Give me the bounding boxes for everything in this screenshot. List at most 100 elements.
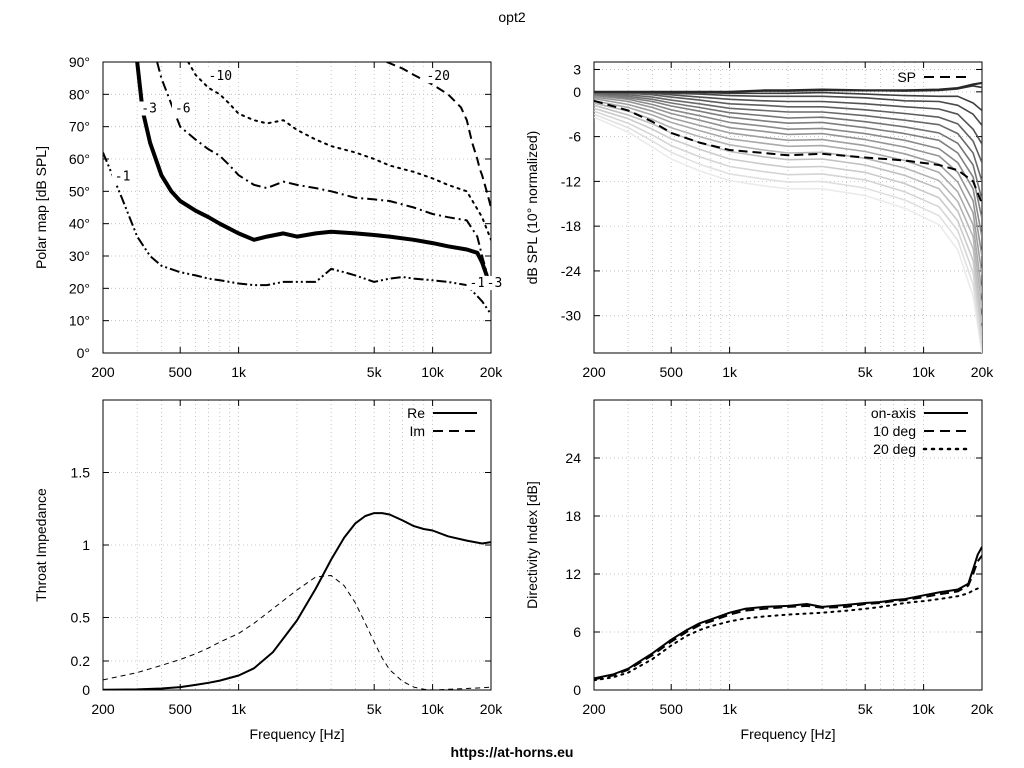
angle-curve-90deg (594, 116, 982, 353)
y-tick-label: 70° (69, 119, 90, 135)
directivity-index-panel: 200 500 1k 5k 10k 20k 0 6 12 18 24 Directivity Inde… (524, 399, 994, 742)
angle-curve-55deg (594, 97, 982, 275)
y-tick-label: 90° (69, 54, 90, 70)
x-tick-label: 200 (582, 701, 606, 717)
y-tick-label: 0° (77, 345, 90, 361)
x-tick-label: 1k (722, 364, 738, 380)
x-tick-label: 10k (421, 701, 445, 717)
y-tick-label: 0 (82, 682, 90, 698)
angle-curve-70deg (594, 104, 982, 324)
contour-label: -3 (487, 276, 503, 291)
grid-lines (103, 62, 491, 353)
angle-curve-45deg (594, 94, 982, 238)
x-tick-label: 1k (231, 701, 247, 717)
angle-curve-family (594, 81, 982, 353)
series-line--10 (187, 62, 491, 241)
y-axis-label: Polar map [dB SPL] (33, 146, 49, 269)
legend-label: SP (897, 69, 916, 85)
contour-label: -10 (209, 69, 232, 84)
contour-label-bg (483, 276, 506, 291)
series-line-10-deg (594, 555, 982, 681)
x-axis-label: Frequency [Hz] (741, 726, 836, 742)
angle-curve-30deg (594, 92, 982, 182)
legend-label: 10 deg (873, 423, 916, 439)
x-tick-label: 5k (858, 701, 874, 717)
tick-marks (102, 400, 492, 691)
contour-label: -1 (115, 169, 131, 184)
x-tick-label: 20k (480, 701, 504, 717)
contour-label-bg (171, 101, 194, 116)
y-tick-label: 40° (69, 216, 90, 232)
plot-frame (593, 399, 983, 691)
series-line-re (103, 512, 491, 690)
x-tick-label: 10k (421, 364, 445, 380)
angle-curve-65deg (594, 102, 982, 309)
series-line-sp (594, 99, 982, 205)
x-tick-label: 500 (169, 364, 193, 380)
y-tick-label: -24 (561, 263, 581, 279)
polar-map-panel: 200 500 1k 5k 10k 20k 0° 10° 20° 30° 40° 50° 60° 70° 8… (33, 54, 506, 380)
series-group (594, 546, 982, 682)
y-tick-label: 30° (69, 248, 90, 264)
y-tick-label: 10° (69, 313, 90, 329)
angle-curve-60deg (594, 100, 982, 294)
x-tick-label: 20k (971, 364, 995, 380)
contour-label-bg (466, 276, 489, 291)
angle-curve-0deg (594, 81, 982, 93)
angle-curve-85deg (594, 113, 982, 350)
x-tick-label: 1k (722, 701, 738, 717)
series-line--20 (386, 62, 491, 208)
contour-label: -1 (470, 276, 486, 291)
y-tick-label: 3 (573, 61, 581, 77)
y-tick-label: 24 (565, 450, 581, 466)
contour-label-bg (205, 69, 236, 84)
legend-label: 20 deg (873, 441, 916, 457)
y-tick-label: -12 (561, 173, 581, 189)
grid-lines (594, 62, 982, 353)
y-tick-label: 1 (82, 537, 90, 553)
series-line--1 (103, 152, 491, 315)
grid-lines (594, 400, 982, 690)
y-tick-label: -6 (569, 129, 582, 145)
y-tick-label: 1.5 (71, 465, 91, 481)
plot-frame (593, 61, 983, 354)
y-tick-label: 80° (69, 86, 90, 102)
tick-marks (593, 62, 983, 353)
legend-label: Re (407, 405, 425, 421)
x-tick-label: 200 (91, 701, 115, 717)
series-line--6 (156, 62, 491, 289)
tick-marks (593, 400, 983, 691)
series-line--3 (135, 62, 489, 277)
series-group (103, 512, 491, 690)
x-tick-label: 5k (367, 364, 383, 380)
x-tick-label: 1k (231, 364, 247, 380)
x-tick-label: 5k (367, 701, 383, 717)
contour-label-bg (423, 69, 454, 84)
grid-lines (103, 400, 491, 690)
y-tick-label: 20° (69, 280, 90, 296)
angle-curve-40deg (594, 94, 982, 219)
x-tick-label: 500 (660, 701, 684, 717)
angle-curve-35deg (594, 93, 982, 201)
footer-url: https://at-horns.eu (451, 744, 574, 760)
angle-curve-25deg (594, 91, 982, 164)
y-tick-label: 60° (69, 151, 90, 167)
x-tick-label: 10k (912, 701, 936, 717)
x-tick-label: 10k (912, 364, 936, 380)
angle-curve-80deg (594, 110, 982, 342)
y-tick-label: 18 (565, 508, 581, 524)
x-tick-label: 500 (169, 701, 193, 717)
contour-label-bg (111, 169, 134, 184)
normalized-spl-panel: 200 500 1k 5k 10k 20k 3 0 -6 -12 -18 -24 -30 dB SPL (… (524, 61, 994, 380)
y-tick-label: 6 (573, 624, 581, 640)
series-line-20-deg (594, 586, 982, 682)
y-tick-label: 0.2 (71, 653, 91, 669)
contour-label: -6 (175, 102, 191, 117)
y-tick-label: -18 (561, 218, 581, 234)
x-tick-label: 200 (582, 364, 606, 380)
contour-label-bg (138, 101, 161, 116)
angle-curve-75deg (594, 107, 982, 335)
y-tick-label: 0 (573, 84, 581, 100)
throat-impedance-panel: 200 500 1k 5k 10k 20k 0 0.2 0.5 1 1.5 Throat Impeda… (33, 399, 504, 742)
